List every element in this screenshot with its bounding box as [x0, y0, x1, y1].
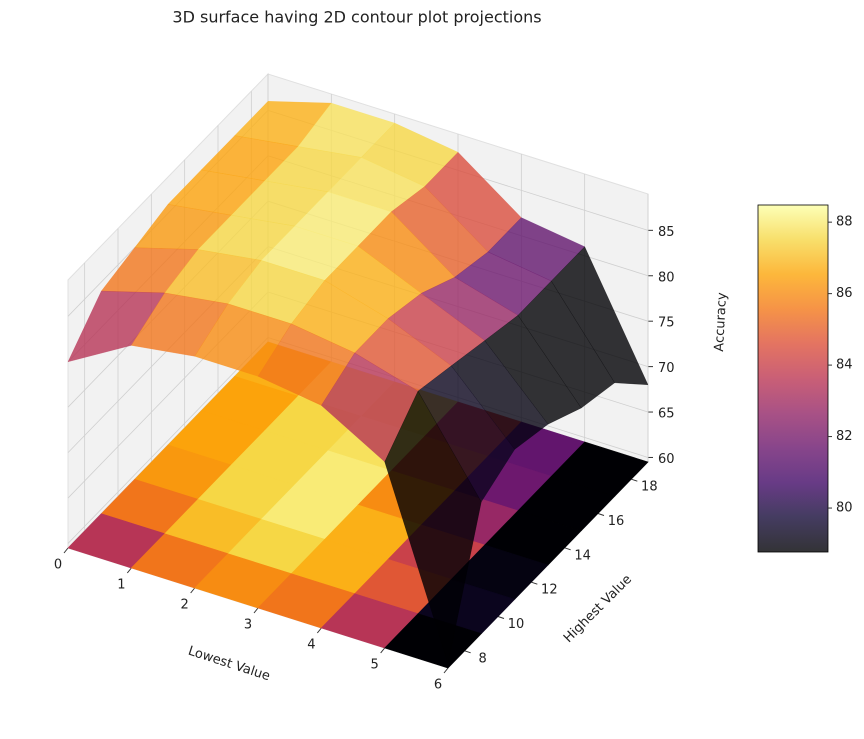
surface-cell	[384, 390, 482, 665]
tick-mark	[316, 627, 322, 634]
y-axis-label: Highest Value	[561, 572, 635, 646]
y-tick-label: 8	[479, 651, 487, 666]
z-tick-label: 60	[658, 452, 675, 467]
z-tick-label: 75	[658, 316, 675, 331]
x-tick-label: 4	[307, 638, 315, 653]
x-tick-label: 6	[434, 678, 442, 693]
tick-mark	[126, 567, 132, 574]
z-tick-label: 65	[658, 407, 675, 422]
z-tick-label: 80	[658, 270, 675, 285]
x-tick-label: 3	[244, 618, 252, 633]
y-tick-label: 16	[608, 514, 625, 529]
z-axis-label: Accuracy	[712, 292, 730, 352]
tick-mark	[564, 547, 571, 551]
x-tick-label: 5	[371, 658, 379, 673]
z-tick-label: 70	[658, 361, 675, 376]
x-tick-label: 0	[54, 558, 62, 573]
tick-mark	[380, 647, 386, 654]
x-axis-label: Lowest Value	[186, 644, 272, 685]
tick-mark	[597, 513, 605, 516]
y-tick-label: 12	[541, 583, 558, 598]
tick-mark	[631, 478, 638, 482]
z-tick-label: 85	[658, 225, 675, 240]
contour-cell	[384, 613, 482, 669]
colorbar-tick-label: 88	[836, 215, 853, 230]
grid-line	[67, 337, 269, 544]
y-tick-label: 18	[641, 480, 658, 495]
x-tick-label: 2	[181, 598, 189, 613]
tick-mark	[190, 587, 196, 594]
x-tick-label: 1	[117, 578, 125, 593]
y-tick-label: 10	[508, 617, 525, 632]
tick-mark	[253, 607, 259, 614]
chart-title: 3D surface having 2D contour plot projec…	[172, 8, 541, 27]
tick-mark	[497, 616, 505, 619]
colorbar	[757, 204, 829, 553]
tick-mark	[443, 667, 449, 674]
colorbar-tick-label: 82	[836, 429, 853, 444]
tick-mark	[464, 650, 471, 654]
colorbar-tick-label: 84	[836, 358, 853, 373]
colorbar-tick-label: 80	[836, 501, 853, 516]
colorbar-tick-label: 86	[836, 286, 853, 301]
tick-mark	[531, 581, 538, 585]
plot-area	[63, 72, 653, 674]
y-tick-label: 14	[574, 548, 591, 563]
tick-mark	[63, 547, 69, 554]
